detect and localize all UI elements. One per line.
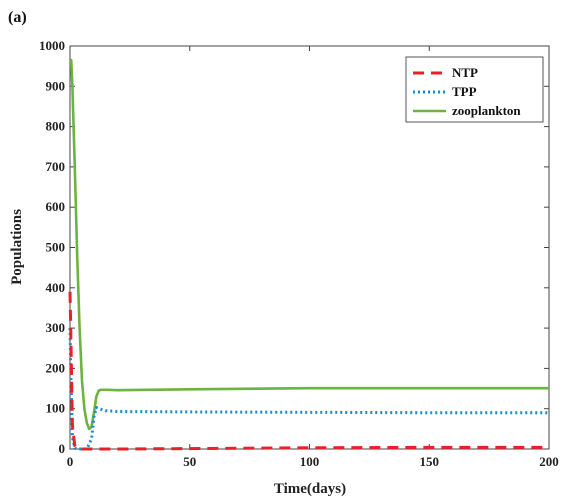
legend-label-ntp: NTP	[452, 65, 478, 80]
y-tick-label: 800	[46, 119, 66, 134]
x-tick-label: 50	[183, 454, 196, 469]
legend: NTP TPP zooplankton	[405, 56, 544, 123]
y-axis: 0 100 200 300 400 500 600 700 800 900 1000	[39, 38, 549, 456]
x-axis-title: Time(days)	[274, 481, 346, 497]
y-axis-title: Populations	[9, 209, 25, 285]
x-axis: 0 50 100 150 200	[67, 46, 559, 469]
series-layer	[68, 58, 549, 451]
y-tick-label: 0	[59, 441, 66, 456]
x-tick-label: 100	[300, 454, 320, 469]
y-tick-label: 200	[46, 360, 66, 375]
x-tick-label: 200	[539, 454, 559, 469]
y-tick-label: 100	[46, 401, 66, 416]
y-tick-label: 1000	[39, 38, 65, 53]
panel-label: (a)	[8, 9, 27, 26]
x-tick-label: 0	[67, 454, 74, 469]
legend-label-zooplankton: zooplankton	[452, 103, 521, 118]
x-tick-label: 150	[420, 454, 440, 469]
y-tick-label: 300	[46, 320, 66, 335]
legend-label-tpp: TPP	[452, 84, 477, 99]
y-tick-label: 600	[46, 199, 66, 214]
y-tick-label: 700	[46, 159, 66, 174]
y-tick-label: 500	[46, 240, 66, 255]
y-tick-label: 400	[46, 280, 66, 295]
series-line-ntp	[68, 291, 549, 451]
y-tick-label: 900	[46, 78, 66, 93]
